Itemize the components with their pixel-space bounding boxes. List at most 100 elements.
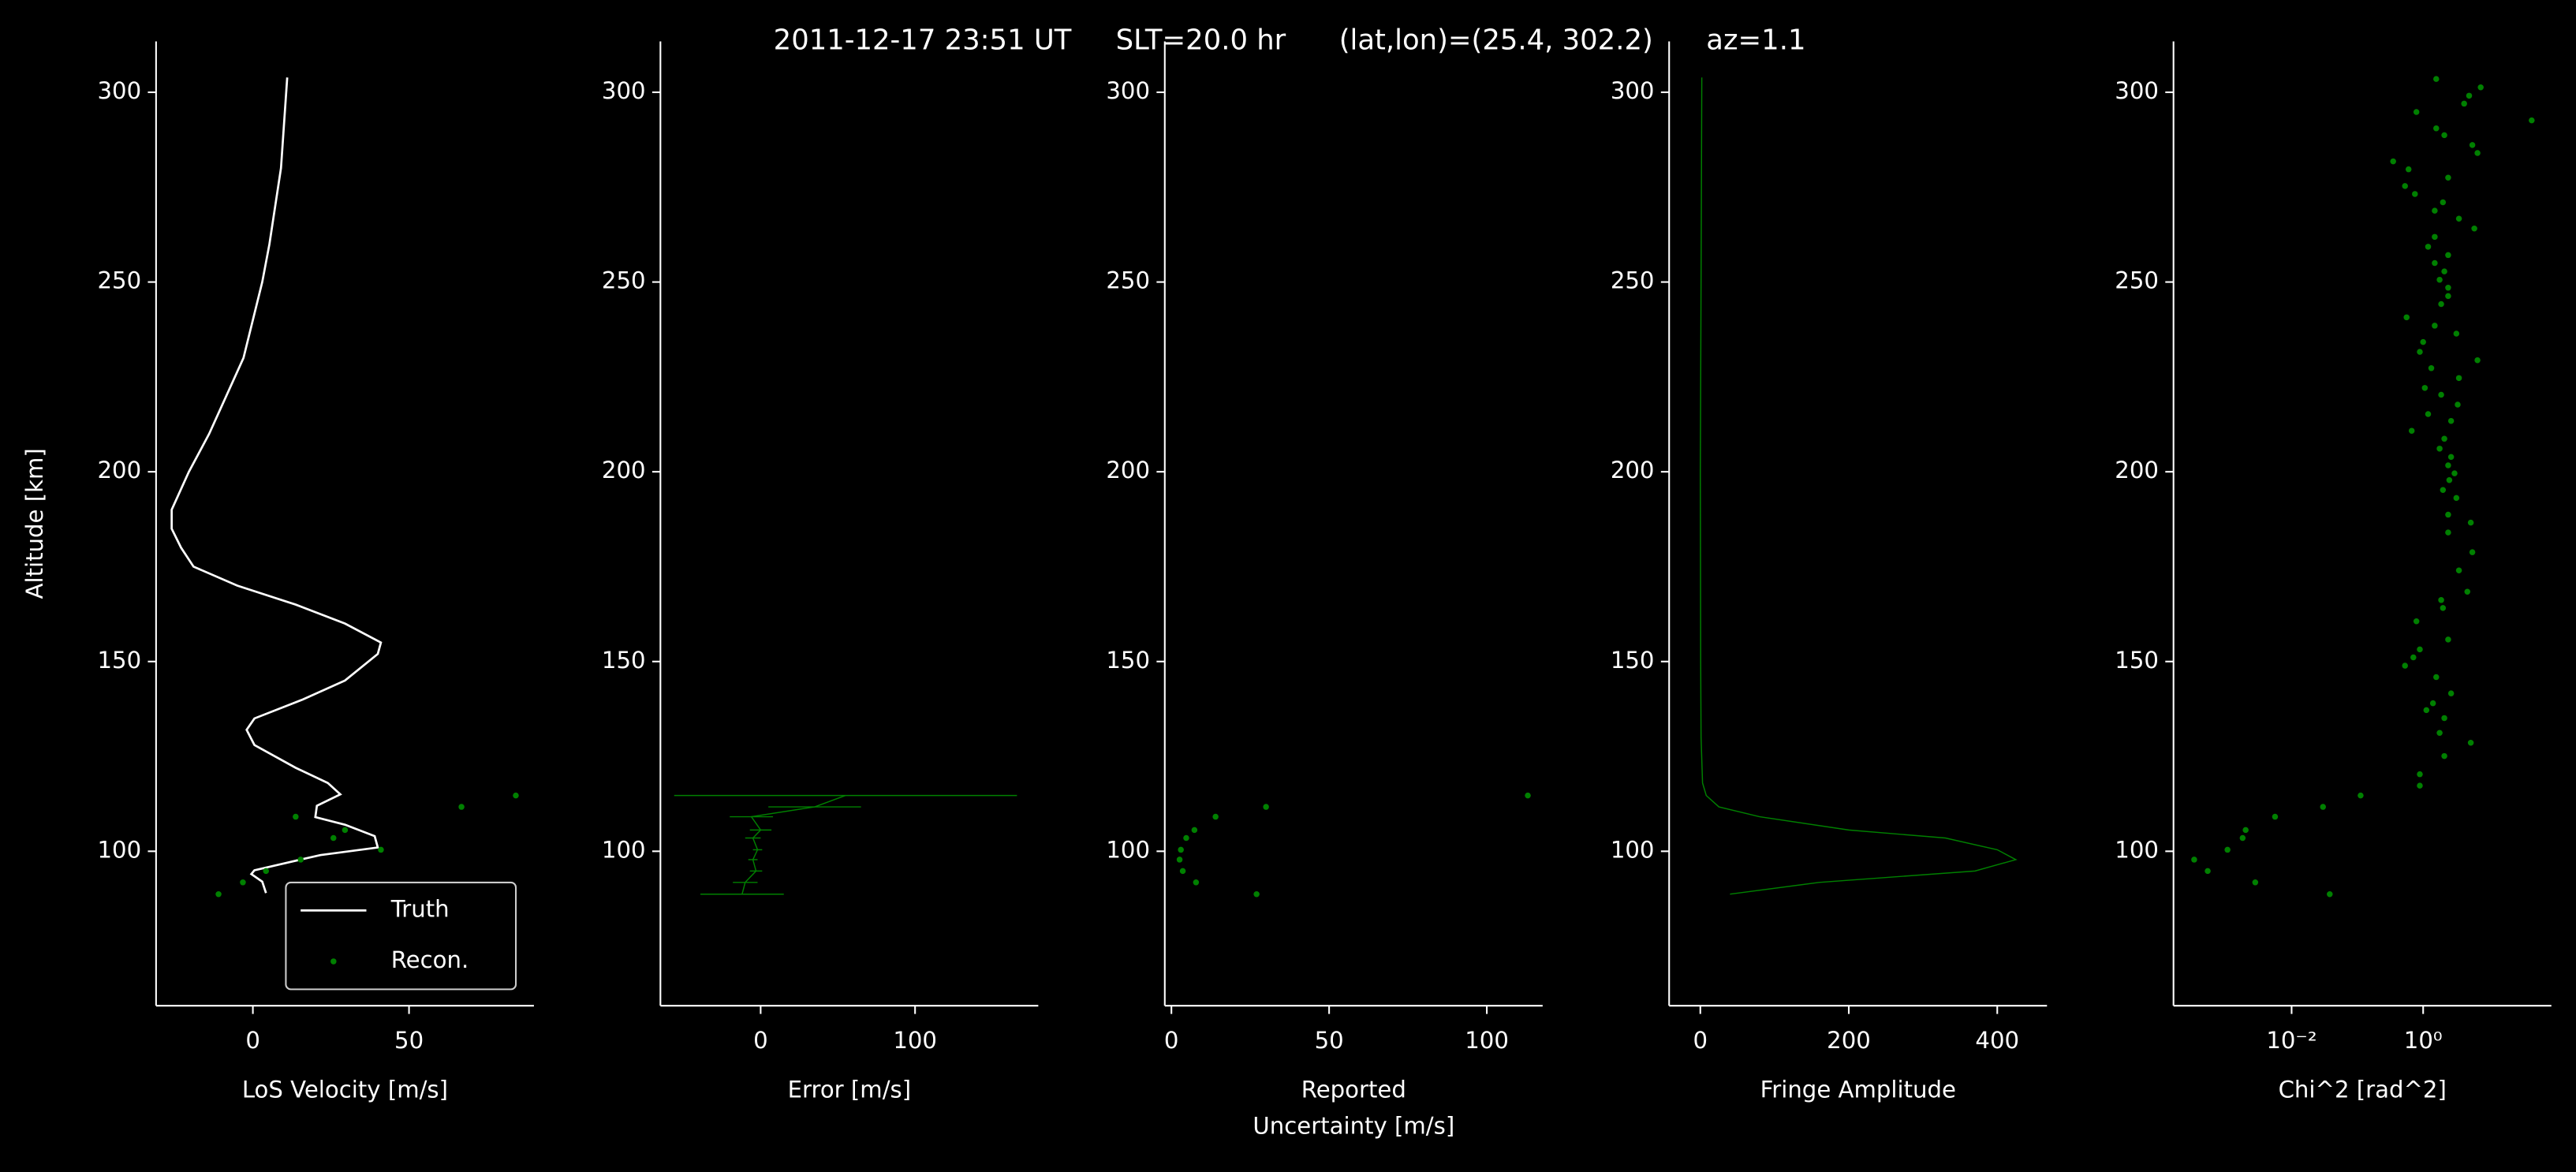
data-point (2441, 132, 2447, 139)
y-tick-label: 150 (1106, 647, 1150, 674)
data-point (378, 846, 384, 853)
data-point (2420, 338, 2426, 345)
data-point (2358, 792, 2364, 799)
data-point (2440, 199, 2447, 206)
data-point (2445, 529, 2451, 536)
data-point (2451, 470, 2458, 476)
data-point (263, 868, 269, 875)
data-point (2408, 427, 2415, 434)
x-axis-label: Fringe Amplitude (1760, 1076, 1956, 1103)
data-point (2467, 739, 2474, 746)
data-point (2320, 804, 2326, 810)
y-tick-label: 300 (1611, 77, 1655, 104)
data-point (2453, 495, 2460, 502)
data-point (297, 857, 304, 863)
data-point (2467, 519, 2474, 526)
data-point (2432, 259, 2438, 267)
x-axis-label: LoS Velocity [m/s] (242, 1076, 448, 1103)
y-tick-label: 150 (2115, 647, 2159, 674)
x-axis-label: Error [m/s] (788, 1076, 912, 1103)
data-point (2403, 314, 2410, 321)
data-point (1176, 857, 1183, 863)
data-point (240, 879, 246, 886)
data-point (293, 813, 299, 820)
x-tick-label: 100 (893, 1027, 937, 1054)
y-tick-label: 100 (2115, 836, 2159, 863)
y-tick-label: 300 (1106, 77, 1150, 104)
data-point (2205, 868, 2211, 875)
y-tick-label: 250 (1106, 267, 1150, 294)
x-axis-label: Uncertainty [m/s] (1253, 1112, 1454, 1139)
x-tick-label: 0 (1164, 1027, 1179, 1054)
data-point (2433, 674, 2440, 681)
y-tick-label: 200 (97, 457, 141, 483)
data-point (1212, 813, 1219, 820)
data-point (2432, 323, 2438, 329)
data-point (2432, 207, 2438, 214)
data-point (2445, 511, 2451, 518)
y-tick-label: 100 (1611, 836, 1655, 863)
y-tick-label: 300 (97, 77, 141, 104)
legend-box (285, 881, 517, 991)
y-tick-label: 250 (602, 267, 646, 294)
data-point (2224, 846, 2231, 853)
data-point (2417, 349, 2423, 355)
y-tick-label: 200 (2115, 457, 2159, 483)
data-point (2447, 453, 2455, 461)
data-point (2410, 654, 2417, 661)
y-tick-label: 200 (1106, 457, 1150, 483)
data-point (2461, 100, 2467, 107)
data-point (2471, 225, 2477, 232)
x-tick-label: 400 (1975, 1027, 2019, 1054)
x-tick-label: 10⁰ (2404, 1027, 2443, 1054)
data-point (2453, 330, 2460, 337)
y-tick-label: 150 (602, 647, 646, 674)
data-point (215, 890, 222, 898)
data-point (2446, 477, 2453, 483)
y-tick-label: 200 (1611, 457, 1655, 483)
data-point (2402, 183, 2408, 189)
data-point (2455, 375, 2462, 382)
data-point (2440, 605, 2447, 611)
data-point (1191, 827, 1198, 834)
x-tick-label: 10⁻² (2266, 1027, 2317, 1054)
data-point (2441, 268, 2447, 274)
data-point (2425, 411, 2432, 417)
data-point (2455, 567, 2462, 574)
y-tick-label: 100 (97, 836, 141, 863)
data-point (513, 792, 519, 799)
data-point (2445, 462, 2451, 468)
data-point (2413, 109, 2420, 115)
data-point (2417, 782, 2423, 789)
data-point (2425, 244, 2432, 250)
data-point (1178, 846, 1184, 853)
data-point (2412, 191, 2418, 197)
data-point (1193, 879, 1200, 886)
y-axis-label: Altitude [km] (21, 448, 48, 599)
data-point (2436, 730, 2443, 736)
data-point (1179, 868, 1186, 875)
data-point (2417, 646, 2423, 653)
data-point (2413, 618, 2420, 625)
data-point (2239, 834, 2246, 842)
data-point (2428, 365, 2435, 371)
data-point (2445, 293, 2451, 300)
data-line (170, 77, 383, 894)
data-point (2441, 715, 2447, 722)
data-point (2474, 356, 2481, 364)
x-tick-label: 100 (1465, 1027, 1509, 1054)
data-point (2441, 752, 2447, 760)
data-point (2455, 215, 2462, 222)
y-tick-label: 150 (97, 647, 141, 674)
data-point (1263, 804, 1269, 810)
figure-title: 2011-12-17 23:51 UT SLT=20.0 hr (lat,lon… (774, 24, 1806, 57)
data-point (2436, 276, 2443, 283)
data-point (2402, 663, 2408, 669)
data-point (2390, 158, 2396, 165)
data-point (1183, 834, 1189, 842)
data-point (2445, 174, 2451, 181)
data-point (1253, 890, 1260, 898)
data-point (2474, 150, 2481, 156)
data-line (1700, 77, 2018, 895)
